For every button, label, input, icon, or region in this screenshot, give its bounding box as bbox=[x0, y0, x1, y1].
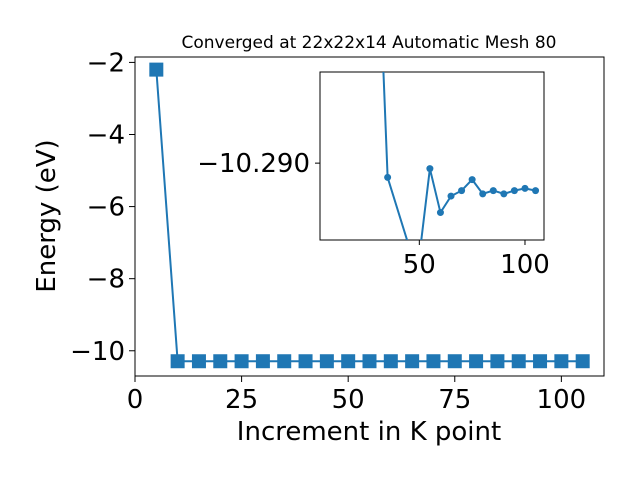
data-point bbox=[490, 354, 505, 369]
data-point bbox=[575, 354, 590, 369]
inset-axes-frame bbox=[319, 71, 545, 241]
main-ticks: 0 25 50 75 100 −10 −8 −6 −4 −2 bbox=[70, 48, 586, 415]
x-tick-label: 0 bbox=[127, 385, 144, 415]
data-point bbox=[170, 354, 185, 369]
data-point bbox=[426, 354, 441, 369]
y-tick-label: −4 bbox=[87, 120, 125, 150]
inset-data-point bbox=[479, 190, 487, 198]
data-point bbox=[533, 354, 548, 369]
inset-data-point bbox=[521, 184, 529, 192]
chart-title: Converged at 22x22x14 Automatic Mesh 80 bbox=[182, 33, 557, 53]
inset-data-point bbox=[500, 190, 508, 198]
data-point bbox=[341, 354, 356, 369]
x-tick-label: 25 bbox=[225, 385, 258, 415]
y-tick-label: −2 bbox=[87, 48, 125, 78]
y-tick-label: −6 bbox=[87, 193, 125, 223]
data-point bbox=[191, 354, 206, 369]
inset-data-point bbox=[458, 187, 466, 195]
inset-data-point bbox=[426, 165, 434, 173]
data-point bbox=[383, 354, 398, 369]
data-point bbox=[511, 354, 526, 369]
inset-data-point bbox=[510, 187, 518, 195]
data-point bbox=[213, 354, 228, 369]
data-point bbox=[298, 354, 313, 369]
y-axis-label: Energy (eV) bbox=[32, 139, 62, 292]
data-point bbox=[405, 354, 420, 369]
inset-data-point bbox=[405, 242, 412, 249]
main-series bbox=[149, 62, 590, 369]
inset-series bbox=[382, 72, 540, 249]
y-tick-label: −8 bbox=[87, 265, 125, 295]
data-point bbox=[554, 354, 569, 369]
inset-data-point bbox=[447, 192, 455, 200]
main-axes-frame bbox=[134, 56, 605, 377]
data-point bbox=[255, 354, 270, 369]
inset-x-tick-label: 50 bbox=[403, 250, 436, 280]
data-point bbox=[469, 354, 484, 369]
inset-plot-area bbox=[382, 72, 540, 249]
data-point bbox=[362, 354, 377, 369]
x-axis-label: Increment in K point bbox=[237, 417, 501, 447]
data-point bbox=[447, 354, 462, 369]
data-point bbox=[277, 354, 292, 369]
inset-data-point bbox=[489, 187, 497, 195]
inset-data-point bbox=[436, 209, 444, 217]
x-tick-label: 75 bbox=[438, 385, 471, 415]
x-tick-label: 100 bbox=[537, 385, 587, 415]
y-tick-label: −10 bbox=[70, 337, 125, 367]
inset-data-point bbox=[532, 187, 540, 195]
data-point bbox=[149, 62, 164, 77]
inset-data-point bbox=[468, 176, 476, 184]
data-point bbox=[234, 354, 249, 369]
x-tick-label: 50 bbox=[332, 385, 365, 415]
inset-data-point bbox=[384, 173, 392, 181]
inset-y-tick-label: −10.290 bbox=[197, 149, 310, 179]
inset-x-tick-label: 100 bbox=[500, 250, 550, 280]
data-point bbox=[319, 354, 334, 369]
